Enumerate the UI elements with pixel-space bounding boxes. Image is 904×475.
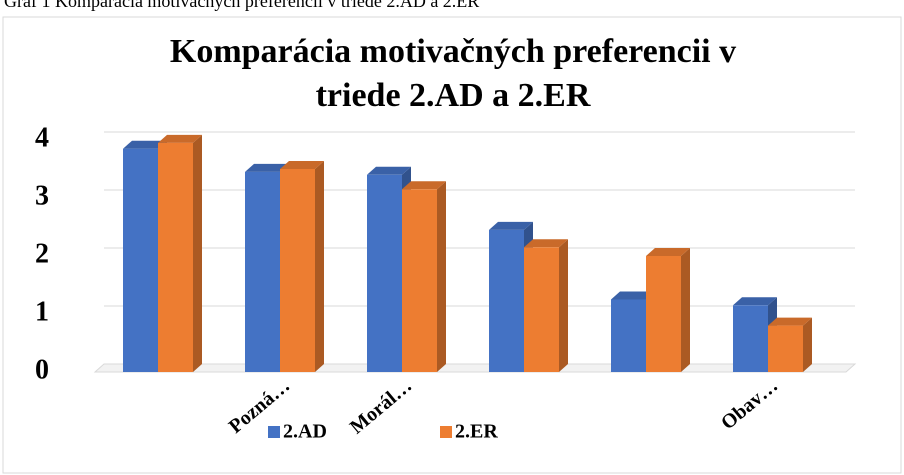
bar <box>611 299 646 372</box>
bar-top <box>123 140 167 149</box>
bar-top <box>611 291 655 300</box>
bar <box>245 171 280 372</box>
bar <box>158 142 193 372</box>
bar-side <box>193 134 202 372</box>
bar <box>489 229 524 372</box>
chart-title: Komparácia motivačných preferencii v tri… <box>169 33 737 114</box>
y-tick-label: 3 <box>35 180 49 211</box>
bar <box>646 256 681 372</box>
bar <box>524 247 559 372</box>
bar <box>402 189 437 372</box>
legend-label: 2.ER <box>455 421 498 443</box>
bar-top <box>280 161 324 169</box>
bar-top <box>245 163 289 172</box>
bar-top <box>768 317 812 326</box>
y-tick-label: 4 <box>35 122 49 153</box>
bar-top <box>489 221 533 230</box>
caption: Graf 1 Komparácia motivačných preferenci… <box>4 0 480 11</box>
y-tick-label: 2 <box>35 238 49 269</box>
bar-side <box>437 181 446 372</box>
y-tick-label: 0 <box>35 354 49 385</box>
bar-top <box>524 239 568 248</box>
bar-top <box>367 166 411 175</box>
bar <box>123 148 158 372</box>
bar-top <box>646 248 690 256</box>
bar <box>768 325 803 372</box>
bar-top <box>402 181 446 190</box>
bar-side <box>681 248 690 372</box>
bar-side <box>803 317 812 372</box>
legend-label: 2.AD <box>283 421 327 443</box>
bar-side <box>315 161 324 372</box>
legend-swatch <box>440 426 452 438</box>
bar-top <box>733 297 777 306</box>
bar <box>733 305 768 372</box>
bar <box>280 169 315 372</box>
bar <box>367 174 402 372</box>
bar-top <box>158 134 202 143</box>
bar-side <box>559 239 568 372</box>
y-tick-label: 1 <box>35 296 49 327</box>
legend-swatch <box>268 426 280 438</box>
